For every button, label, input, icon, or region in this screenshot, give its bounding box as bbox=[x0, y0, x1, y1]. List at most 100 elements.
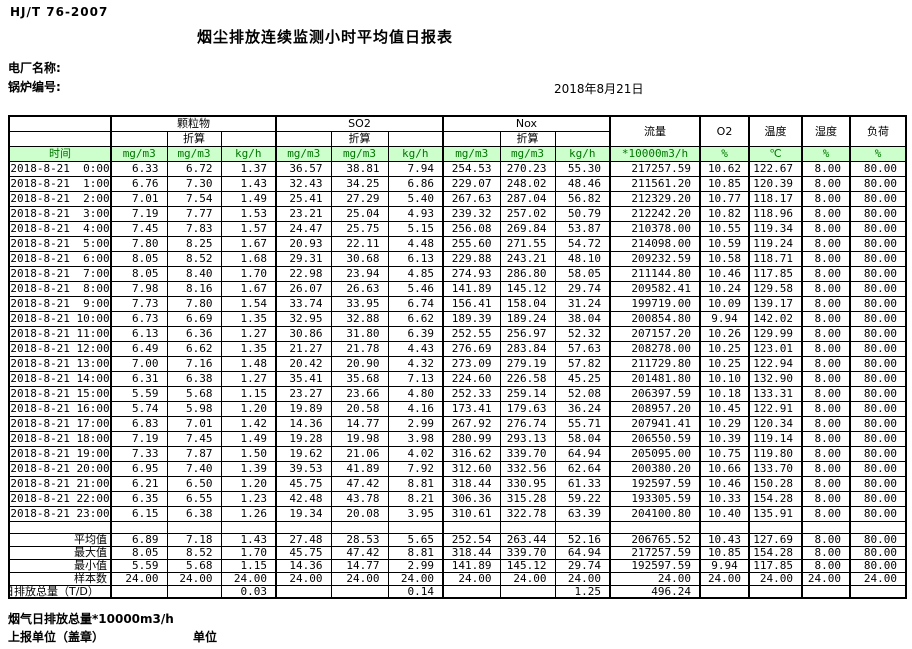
cell-value: 10.66 bbox=[699, 460, 750, 477]
unit-cell: kg/h bbox=[554, 145, 611, 162]
cell-value: 20.58 bbox=[330, 400, 389, 417]
cell-value: 8.00 bbox=[801, 400, 851, 417]
cell-value: 26.07 bbox=[275, 280, 332, 297]
cell-value: 80.00 bbox=[849, 250, 907, 267]
cell-time: 2018-8-21 21:00 bbox=[8, 475, 112, 492]
cell-value: 1.42 bbox=[220, 415, 277, 432]
cell-value: 306.36 bbox=[442, 490, 501, 507]
blank-cell bbox=[8, 520, 112, 534]
cell-value: 179.63 bbox=[499, 400, 556, 417]
cell-value: 6.62 bbox=[387, 310, 444, 327]
table-row: 2018-8-21 18:00 7.19 7.45 1.49 19.28 19.98 3.9… bbox=[8, 430, 907, 447]
table-row: 2018-8-21 21:00 6.21 6.50 1.20 45.75 47.42 8.8… bbox=[8, 475, 907, 492]
cell-value: 209232.59 bbox=[609, 250, 701, 267]
cell-value bbox=[499, 584, 556, 599]
cell-value: 141.89 bbox=[442, 280, 501, 297]
group-particulate: 颗粒物 bbox=[110, 115, 277, 132]
cell-value: 192597.59 bbox=[609, 475, 701, 492]
cell-value: 19.98 bbox=[330, 430, 389, 447]
cell-value: 23.66 bbox=[330, 385, 389, 402]
cell-value: 1.54 bbox=[220, 295, 277, 312]
cell-value: 7.01 bbox=[166, 415, 222, 432]
cell-value: 10.18 bbox=[699, 385, 750, 402]
cell-value: 7.92 bbox=[387, 460, 444, 477]
cell-value: 52.16 bbox=[554, 532, 611, 547]
cell-value: 80.00 bbox=[849, 430, 907, 447]
cell-value: 23.27 bbox=[275, 385, 332, 402]
cell-value: 145.12 bbox=[499, 280, 556, 297]
cell-value bbox=[275, 584, 332, 599]
cell-value: 35.41 bbox=[275, 370, 332, 387]
cell-value: 20.90 bbox=[330, 355, 389, 372]
unit-cell: kg/h bbox=[220, 145, 277, 162]
cell-value: 24.00 bbox=[110, 571, 168, 586]
blank-cell bbox=[166, 520, 222, 534]
cell-value: 7.94 bbox=[387, 160, 444, 177]
cell-value: 1.49 bbox=[220, 190, 277, 207]
cell-value: 6.15 bbox=[110, 505, 168, 522]
cell-value: 189.24 bbox=[499, 310, 556, 327]
cell-value: 10.40 bbox=[699, 505, 750, 522]
cell-value: 200380.20 bbox=[609, 460, 701, 477]
cell-value: 80.00 bbox=[849, 385, 907, 402]
table-row: 2018-8-21 19:00 7.33 7.87 1.50 19.62 21.06 4.0… bbox=[8, 445, 907, 462]
table-row: 2018-8-21 2:00 7.01 7.54 1.49 25.41 27.29 5.40… bbox=[8, 190, 907, 207]
col-temperature: 温度 bbox=[748, 115, 803, 147]
blank-cell bbox=[609, 520, 701, 534]
cell-value: 127.69 bbox=[748, 532, 803, 547]
cell-value: 3.98 bbox=[387, 430, 444, 447]
cell-value: 8.00 bbox=[801, 460, 851, 477]
cell-value: 5.68 bbox=[166, 385, 222, 402]
cell-value: 276.69 bbox=[442, 340, 501, 357]
cell-value: 257.02 bbox=[499, 205, 556, 222]
cell-value: 8.00 bbox=[801, 505, 851, 522]
cell-value: 212329.20 bbox=[609, 190, 701, 207]
cell-value: 10.29 bbox=[699, 415, 750, 432]
cell-value: 5.15 bbox=[387, 220, 444, 237]
cell-value: 4.85 bbox=[387, 265, 444, 282]
table-row: 2018-8-21 1:00 6.76 7.30 1.43 32.43 34.25 6.86… bbox=[8, 175, 907, 192]
blank-cell bbox=[387, 520, 444, 534]
cell-value: 8.05 bbox=[110, 545, 168, 560]
cell-value: 274.93 bbox=[442, 265, 501, 282]
cell-value: 29.31 bbox=[275, 250, 332, 267]
cell-value: 5.98 bbox=[166, 400, 222, 417]
cell-value: 132.90 bbox=[748, 370, 803, 387]
cell-value: 204100.80 bbox=[609, 505, 701, 522]
cell-value: 8.21 bbox=[387, 490, 444, 507]
cell-time: 2018-8-21 22:00 bbox=[8, 490, 112, 507]
cell-value: 53.87 bbox=[554, 220, 611, 237]
cell-time: 2018-8-21 18:00 bbox=[8, 430, 112, 447]
table-row: 2018-8-21 9:00 7.73 7.80 1.54 33.74 33.95 6.74… bbox=[8, 295, 907, 312]
cell-value: 6.74 bbox=[387, 295, 444, 312]
unit-cell: mg/m3 bbox=[330, 145, 389, 162]
summary-label: 平均值 bbox=[8, 532, 112, 547]
cell-value: 208957.20 bbox=[609, 400, 701, 417]
cell-value: 27.48 bbox=[275, 532, 332, 547]
cell-value: 7.40 bbox=[166, 460, 222, 477]
cell-value: 283.84 bbox=[499, 340, 556, 357]
cell-value: 10.59 bbox=[699, 235, 750, 252]
cell-value: 6.33 bbox=[110, 160, 168, 177]
cell-value: 10.45 bbox=[699, 400, 750, 417]
cell-value: 1.43 bbox=[220, 532, 277, 547]
cell-value: 1.15 bbox=[220, 558, 277, 573]
cell-value: 38.81 bbox=[330, 160, 389, 177]
cell-value: 217257.59 bbox=[609, 545, 701, 560]
cell-value: 8.00 bbox=[801, 355, 851, 372]
cell-value: 123.01 bbox=[748, 340, 803, 357]
cell-value: 31.80 bbox=[330, 325, 389, 342]
cell-value: 263.44 bbox=[499, 532, 556, 547]
cell-value: 24.00 bbox=[387, 571, 444, 586]
cell-value: 6.35 bbox=[110, 490, 168, 507]
blank-cell bbox=[275, 130, 332, 147]
cell-value: 8.81 bbox=[387, 545, 444, 560]
cell-value: 118.96 bbox=[748, 205, 803, 222]
cell-value: 10.43 bbox=[699, 532, 750, 547]
cell-value: 6.76 bbox=[110, 175, 168, 192]
summary-row: 日排放总量（T/D） 0.03 0.14 1.25 496.24 bbox=[8, 584, 907, 599]
cell-value: 80.00 bbox=[849, 205, 907, 222]
cell-value: 318.44 bbox=[442, 545, 501, 560]
unit-cell: mg/m3 bbox=[110, 145, 168, 162]
cell-value: 5.65 bbox=[387, 532, 444, 547]
